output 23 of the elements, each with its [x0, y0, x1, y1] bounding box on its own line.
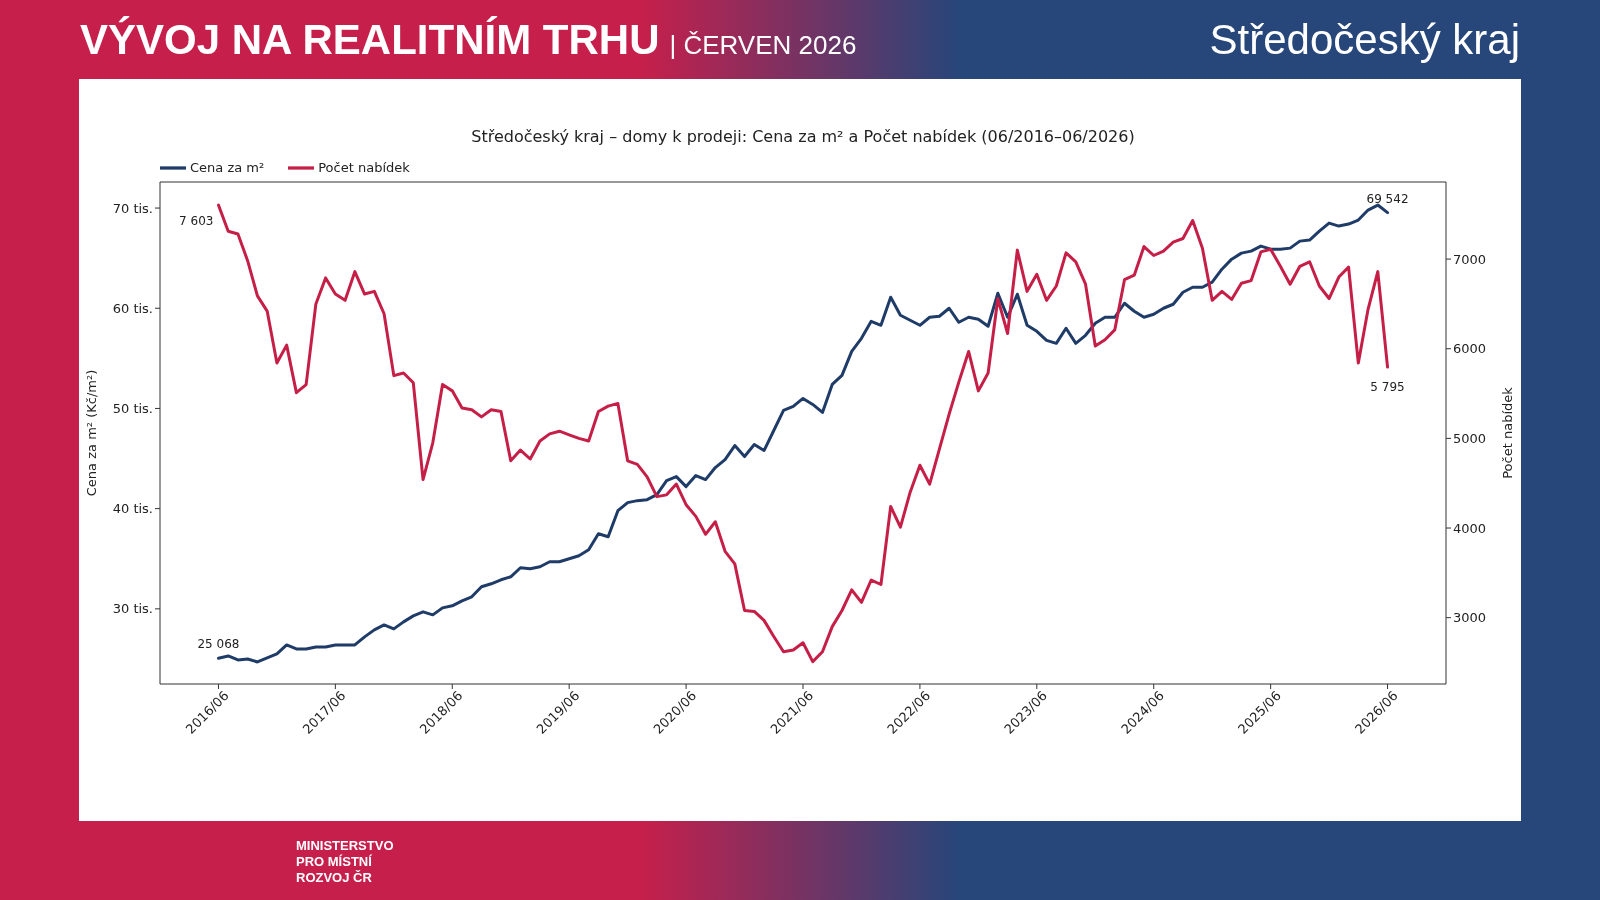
- legend-label: Počet nabídek: [318, 159, 410, 175]
- y2-tick-label: 4000: [1453, 520, 1487, 536]
- y-axis-title: Cena za m² (Kč/m²): [83, 369, 99, 497]
- text: Středočeský kraj: [1209, 16, 1520, 64]
- y2-axis-title: Počet nabídek: [1499, 386, 1515, 479]
- y2-tick-label: 6000: [1453, 341, 1487, 357]
- y2-tick-label: 7000: [1453, 251, 1487, 267]
- data-label: 7 603: [179, 214, 214, 229]
- y-tick-label: 70 tis.: [112, 200, 153, 216]
- legend-label: Cena za m²: [190, 159, 265, 175]
- y-tick-label: 60 tis.: [112, 300, 153, 316]
- data-label: 5 795: [1370, 380, 1405, 395]
- annotation: 69 542: [1366, 191, 1409, 206]
- y-tick-label: 30 tis.: [112, 601, 153, 617]
- text: VÝVOJ NA REALITNÍM TRHU: [80, 16, 660, 64]
- y2-tick-label: 3000: [1453, 610, 1487, 626]
- y2-tick-label: 5000: [1453, 430, 1487, 446]
- y-tick-label: 40 tis.: [112, 501, 153, 517]
- text: MINISTERSTVO PRO MÍSTNÍ ROZVOJ ČR: [296, 838, 395, 886]
- text: | ČERVEN 2026: [669, 30, 857, 61]
- y-tick-label: 50 tis.: [112, 401, 153, 417]
- annotation: 25 068: [197, 637, 240, 652]
- chart-title: Středočeský kraj – domy k prodeji: Cena za m² a Počet nabídek (06/2016–06/2026): [470, 127, 1136, 146]
